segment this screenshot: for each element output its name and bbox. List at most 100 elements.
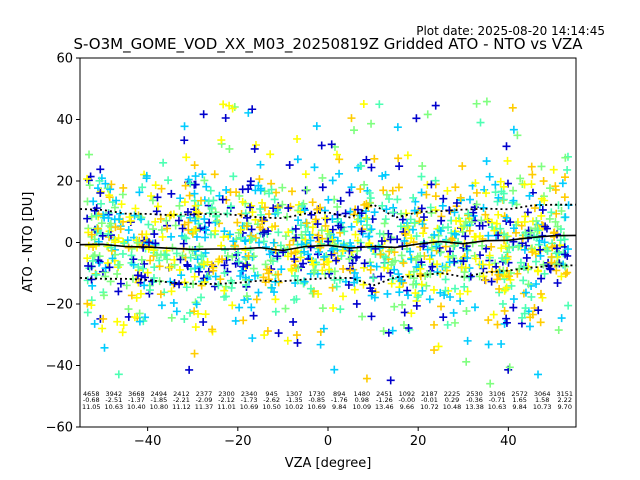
scatter-point <box>418 286 427 295</box>
scatter-point <box>199 318 208 327</box>
scatter-point <box>247 201 256 210</box>
scatter-point <box>377 237 386 246</box>
scatter-point <box>249 264 258 273</box>
scatter-point <box>491 180 500 189</box>
scatter-point <box>520 309 529 318</box>
bin-mean-label: 1.65 <box>512 396 526 404</box>
scatter-point <box>228 301 237 310</box>
scatter-point <box>416 264 425 273</box>
scatter-point <box>311 215 320 224</box>
scatter-point <box>199 260 208 269</box>
scatter-point <box>191 201 200 210</box>
scatter-point <box>427 243 436 252</box>
scatter-point <box>175 201 184 210</box>
scatter-point <box>425 255 434 264</box>
scatter-point <box>390 265 399 274</box>
scatter-point <box>89 197 98 206</box>
scatter-point <box>251 271 260 280</box>
scatter-point <box>283 336 292 345</box>
scatter-point <box>186 308 195 317</box>
scatter-point <box>540 269 549 278</box>
scatter-point <box>470 232 479 241</box>
bin-mean-label: -2.12 <box>218 396 235 404</box>
scatter-point <box>357 227 366 236</box>
scatter-point <box>273 208 282 217</box>
scatter-point <box>212 211 221 220</box>
scatter-point <box>161 250 170 259</box>
scatter-point <box>507 281 516 290</box>
scatter-point <box>430 320 439 329</box>
scatter-point <box>291 233 300 242</box>
scatter-point <box>213 216 222 225</box>
plot-date-label: Plot date: 2025-08-20 14:14:45 <box>416 24 605 38</box>
scatter-point <box>184 218 193 227</box>
scatter-point <box>274 270 283 279</box>
scatter-point <box>537 274 546 283</box>
bin-mean-label: 1.58 <box>535 396 549 404</box>
scatter-point <box>400 236 409 245</box>
scatter-point <box>191 216 200 225</box>
scatter-point <box>158 232 167 241</box>
scatter-point <box>367 243 376 252</box>
scatter-point <box>399 320 408 329</box>
scatter-point <box>92 270 101 279</box>
scatter-point <box>369 274 378 283</box>
scatter-point <box>379 327 388 336</box>
scatter-point <box>190 349 199 358</box>
scatter-point <box>318 304 327 313</box>
scatter-point <box>359 100 368 109</box>
scatter-point <box>151 217 160 226</box>
scatter-point <box>501 254 510 263</box>
scatter-point <box>114 287 123 296</box>
bin-std-label: 10.63 <box>105 403 124 411</box>
scatter-point <box>436 226 445 235</box>
scatter-point <box>223 251 232 260</box>
scatter-point <box>312 122 321 131</box>
scatter-point <box>94 256 103 265</box>
y-axis: −60 −40 −20 0 20 40 60 <box>46 52 80 436</box>
scatter-point <box>283 252 292 261</box>
scatter-point <box>143 268 152 277</box>
scatter-point <box>547 208 556 217</box>
scatter-point <box>321 214 330 223</box>
bin-std-label: 10.09 <box>353 403 372 411</box>
scatter-point <box>534 247 543 256</box>
scatter-point <box>433 268 442 277</box>
bin-mean-label: -2.51 <box>105 396 122 404</box>
scatter-point <box>301 227 310 236</box>
scatter-point <box>563 268 572 277</box>
scatter-point <box>324 237 333 246</box>
bin-mean-label: -0.01 <box>421 396 438 404</box>
scatter-point <box>220 286 229 295</box>
scatter-point <box>376 250 385 259</box>
scatter-point <box>172 307 181 316</box>
scatter-point <box>345 254 354 263</box>
scatter-point <box>325 265 334 274</box>
scatter-point <box>502 213 511 222</box>
scatter-point <box>180 198 189 207</box>
scatter-point <box>297 230 306 239</box>
scatter-point <box>314 289 323 298</box>
scatter-point <box>346 266 355 275</box>
bin-std-label: 13.38 <box>465 403 484 411</box>
scatter-point <box>180 136 189 145</box>
scatter-point <box>359 280 368 289</box>
scatter-point <box>83 214 92 223</box>
y-tick-label: 60 <box>56 52 73 67</box>
scatter-point <box>534 306 543 315</box>
scatter-point <box>451 284 460 293</box>
scatter-point <box>377 272 386 281</box>
scatter-point <box>191 298 200 307</box>
bin-std-label: 10.73 <box>533 403 552 411</box>
bin-count-label: 1092 <box>399 390 416 398</box>
scatter-point <box>229 237 238 246</box>
scatter-point <box>84 241 93 250</box>
scatter-point <box>501 285 510 294</box>
scatter-point <box>509 303 518 312</box>
bin-std-label: 10.50 <box>262 403 281 411</box>
scatter-point <box>363 214 372 223</box>
scatter-point <box>393 235 402 244</box>
bin-std-label: 10.72 <box>420 403 439 411</box>
scatter-point <box>380 259 389 268</box>
scatter-point <box>503 179 512 188</box>
